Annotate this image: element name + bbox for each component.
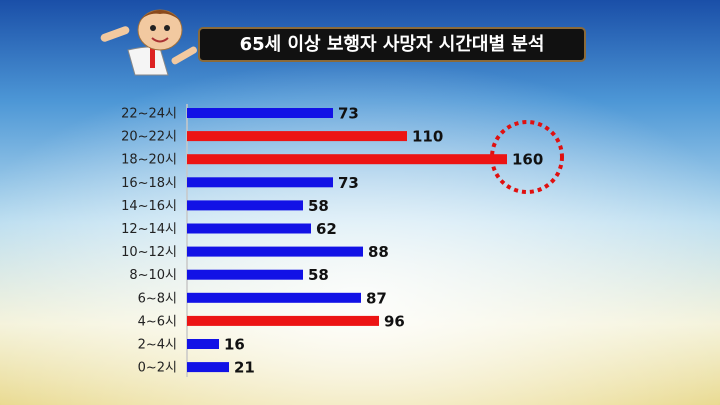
value-label: 87 xyxy=(366,289,387,307)
category-label: 0~2시 xyxy=(138,361,177,376)
value-label: 160 xyxy=(512,151,543,169)
category-label: 12~14시 xyxy=(121,222,177,237)
category-label: 8~10시 xyxy=(129,268,177,283)
bar xyxy=(187,131,407,142)
value-label: 110 xyxy=(412,128,443,146)
category-label: 20~22시 xyxy=(121,130,177,145)
bar xyxy=(187,154,507,165)
bar xyxy=(187,339,219,349)
category-label: 22~24시 xyxy=(121,107,177,122)
bar xyxy=(187,223,311,234)
bar xyxy=(187,362,229,373)
bar xyxy=(187,108,333,118)
value-label: 73 xyxy=(338,105,359,123)
value-label: 58 xyxy=(308,197,329,215)
value-label: 73 xyxy=(338,174,359,192)
category-label: 18~20시 xyxy=(121,153,177,168)
category-label: 4~6시 xyxy=(138,314,177,329)
category-label: 10~12시 xyxy=(121,245,177,260)
bar xyxy=(187,246,363,257)
category-label: 14~16시 xyxy=(121,199,177,214)
bar xyxy=(187,177,333,188)
mascot xyxy=(100,9,198,76)
value-label: 16 xyxy=(224,336,245,354)
title-box xyxy=(198,27,586,62)
category-label: 6~8시 xyxy=(138,291,177,306)
chart-title: 65세 이상 보행자 사망자 시간대별 분석 xyxy=(240,34,545,55)
bar xyxy=(187,315,379,326)
bar xyxy=(187,200,303,211)
value-label: 21 xyxy=(234,359,255,377)
value-label: 88 xyxy=(368,243,389,261)
value-label: 96 xyxy=(384,312,405,330)
value-label: 62 xyxy=(316,220,337,238)
highlight-circle xyxy=(490,120,564,194)
bar xyxy=(187,292,361,303)
category-label: 16~18시 xyxy=(121,176,177,191)
bar xyxy=(187,269,303,280)
value-label: 58 xyxy=(308,266,329,284)
category-label: 2~4시 xyxy=(138,338,177,353)
